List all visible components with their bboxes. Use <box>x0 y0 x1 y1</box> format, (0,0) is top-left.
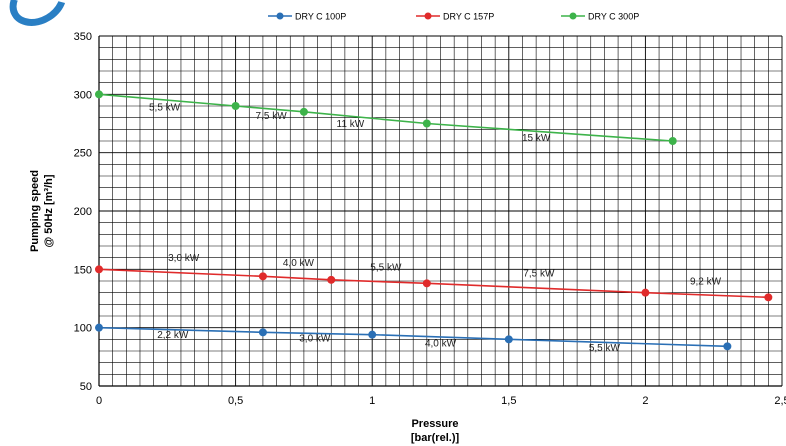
legend-label: DRY C 100P <box>295 12 346 22</box>
data-point <box>422 279 431 288</box>
y-tick-label: 100 <box>74 323 92 335</box>
data-point <box>641 288 650 297</box>
x-tick-label: 2 <box>642 395 648 407</box>
data-point <box>422 119 431 128</box>
data-point <box>299 107 308 116</box>
x-tick-label: 2,5 <box>774 395 786 407</box>
data-point <box>668 137 677 145</box>
legend-item: DRY C 300P <box>561 12 639 22</box>
legend-item: DRY C 100P <box>268 12 346 22</box>
power-annotation: 7,5 kW <box>523 268 555 279</box>
legend-marker <box>276 12 284 20</box>
power-annotation: 4,0 kW <box>283 258 315 269</box>
data-point <box>504 335 513 344</box>
legend-label: DRY C 300P <box>588 12 639 22</box>
axes: 0 0,5 1 1,5 2 2,5 50 100 150 200 250 300 350 <box>74 31 786 407</box>
power-annotation: 4,0 kW <box>425 338 457 349</box>
data-point <box>368 330 377 339</box>
data-point <box>95 265 103 274</box>
y-tick-label: 250 <box>74 148 92 160</box>
x-axis-label: Pressure <box>411 418 458 430</box>
data-point <box>231 102 240 110</box>
legend-marker <box>424 12 432 20</box>
power-annotation: 5,5 kW <box>370 263 402 274</box>
x-tick-label: 0,5 <box>228 395 243 407</box>
x-tick-label: 1,5 <box>501 395 516 407</box>
power-annotation: 7,5 kW <box>256 111 288 122</box>
legend-marker <box>569 12 577 20</box>
y-axis-label-units: @ 50Hz [m³/h] <box>43 174 55 247</box>
data-point <box>95 90 103 99</box>
power-annotation: 5,5 kW <box>589 343 621 354</box>
power-annotation: 5,5 kW <box>149 103 181 114</box>
power-annotation: 2,2 kW <box>157 330 189 341</box>
data-point <box>258 328 267 337</box>
power-annotation: 3,0 kW <box>168 253 200 264</box>
power-annotation: 9,2 kW <box>690 277 722 288</box>
y-tick-label: 150 <box>74 264 92 276</box>
x-tick-label: 0 <box>96 395 102 407</box>
y-tick-label: 300 <box>74 89 92 101</box>
data-point <box>258 272 267 281</box>
power-annotation: 3,0 kW <box>299 334 331 345</box>
series-dry-c-157p: 3,0 kW 4,0 kW 5,5 kW 7,5 kW 9,2 kW <box>95 253 773 302</box>
power-annotation: 11 kW <box>337 119 365 130</box>
data-point <box>95 323 103 332</box>
data-point <box>327 275 336 284</box>
series-dry-c-300p: 5,5 kW 7,5 kW 11 kW 15 kW <box>95 90 677 145</box>
data-point <box>723 342 732 351</box>
legend-label: DRY C 157P <box>443 12 494 22</box>
series-dry-c-100p: 2,2 kW 3,0 kW 4,0 kW 5,5 kW <box>95 323 732 354</box>
series-line <box>98 268 769 299</box>
legend-item: DRY C 157P <box>416 12 494 22</box>
legend: DRY C 100P DRY C 157P DRY C 300P <box>268 12 639 22</box>
power-annotation: 15 kW <box>522 133 551 144</box>
x-tick-label: 1 <box>369 395 375 407</box>
y-tick-label: 200 <box>74 206 92 218</box>
data-point <box>764 293 773 302</box>
x-axis-label-units: [bar(rel.)] <box>411 432 460 444</box>
data-series: 2,2 kW 3,0 kW 4,0 kW 5,5 kW 3,0 kW 4,0 kW 5,5 … <box>95 90 773 354</box>
y-axis-label: Pumping speed <box>29 170 41 252</box>
grid-lines <box>98 35 783 387</box>
y-tick-label: 350 <box>74 31 92 43</box>
y-tick-label: 50 <box>80 381 92 393</box>
